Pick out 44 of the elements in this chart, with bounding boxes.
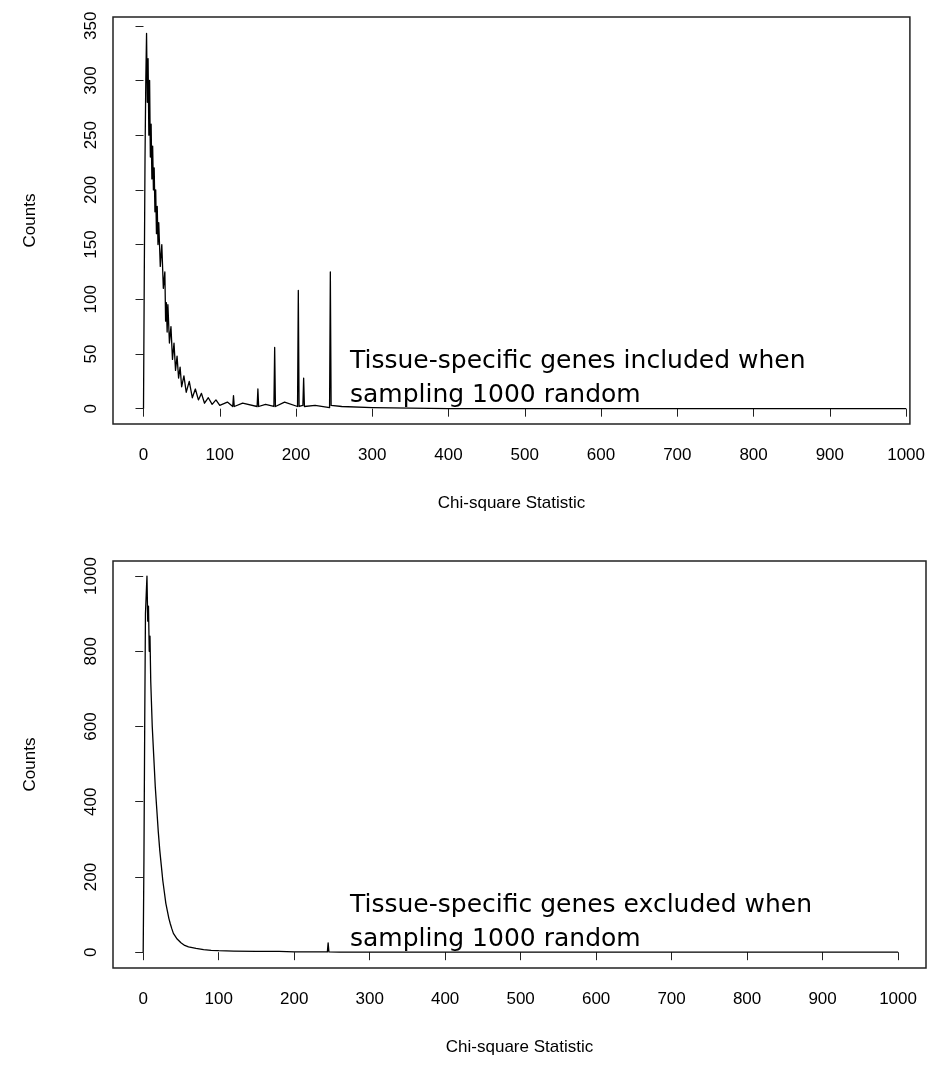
x-tick-label: 100: [204, 989, 233, 1008]
x-tick-label: 600: [586, 445, 616, 464]
line-series: [142, 32, 907, 410]
x-tick-label: 800: [732, 989, 762, 1008]
y-tick-label: 1000: [81, 557, 100, 595]
x-tick-label: 900: [815, 445, 845, 464]
y-tick-label: 300: [81, 66, 100, 95]
line-series: [142, 575, 899, 953]
x-tick-label: 200: [281, 445, 311, 464]
y-tick-label: 0: [81, 403, 100, 414]
x-tick-label: 500: [506, 989, 535, 1008]
x-tick-label: 400: [434, 445, 463, 464]
x-axis-title: Chi-square Statistic: [437, 493, 586, 512]
x-tick-label: 600: [581, 989, 611, 1008]
x-axis-title: Chi-square Statistic: [445, 1037, 594, 1056]
y-tick-label: 0: [81, 947, 100, 957]
y-tick-label: 350: [81, 11, 100, 40]
y-tick-label: 100: [81, 285, 100, 314]
y-tick-label: 400: [81, 787, 100, 816]
x-tick-label: 400: [430, 989, 460, 1008]
x-tick-label: 0: [138, 989, 148, 1008]
x-tick-label: 700: [657, 989, 686, 1008]
x-tick-label: 200: [279, 989, 309, 1008]
y-tick-label: 50: [81, 344, 100, 364]
x-tick-label: 1000: [879, 989, 917, 1008]
x-tick-label: 800: [739, 445, 768, 464]
x-tick-label: 700: [663, 445, 692, 464]
annotation: Tissue-specific genes included when sampling 1000 random: [349, 344, 814, 408]
x-tick-label: 300: [355, 989, 384, 1008]
y-tick-label: 200: [81, 175, 100, 205]
y-axis-title: Counts: [20, 737, 39, 792]
y-tick-label: 800: [81, 637, 100, 666]
x-tick-label: 500: [510, 445, 539, 464]
y-tick-label: 250: [81, 120, 100, 150]
x-tick-label: 300: [358, 445, 387, 464]
y-tick-label: 150: [81, 230, 100, 259]
annotation: Tissue-specific genes excluded when sampling 1000 random: [349, 888, 820, 952]
x-tick-label: 900: [808, 989, 837, 1008]
y-tick-label: 200: [81, 862, 100, 892]
x-tick-label: 100: [205, 445, 234, 464]
x-tick-label: 0: [138, 445, 149, 464]
y-axis-title: Counts: [20, 193, 39, 248]
x-tick-label: 1000: [887, 445, 925, 464]
y-tick-label: 600: [81, 712, 100, 741]
